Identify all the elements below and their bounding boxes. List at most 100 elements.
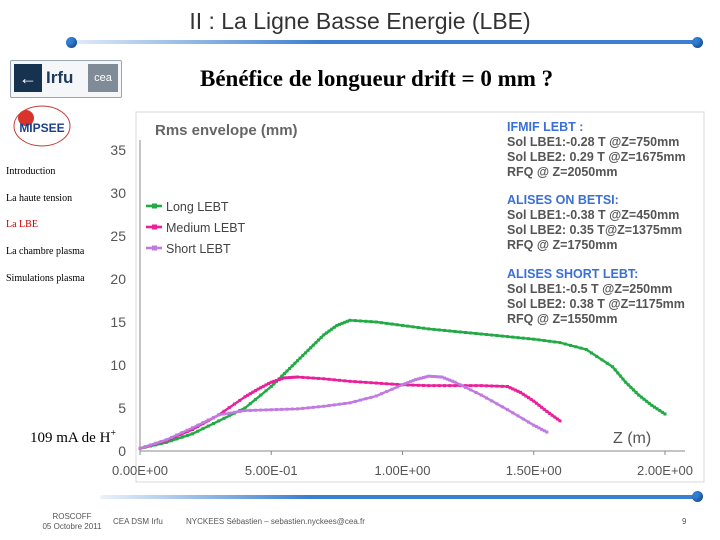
- info-block-line: Sol LBE1:-0.28 T @Z=750mm: [507, 135, 679, 149]
- data-point: [540, 405, 544, 409]
- data-point: [217, 413, 221, 417]
- data-point: [212, 415, 215, 419]
- data-point: [280, 377, 284, 381]
- data-point: [490, 384, 494, 388]
- data-point: [138, 446, 142, 450]
- data-point: [385, 382, 389, 386]
- data-point: [206, 418, 210, 422]
- data-point: [332, 325, 336, 329]
- data-point: [311, 376, 315, 380]
- data-point: [506, 385, 509, 388]
- footer-date: 05 Octobre 2011: [42, 522, 102, 531]
- data-point: [401, 323, 404, 327]
- data-point: [359, 398, 362, 402]
- data-point: [429, 374, 433, 378]
- data-point: [243, 409, 247, 413]
- data-point: [464, 330, 467, 334]
- data-point: [293, 375, 297, 379]
- data-point: [500, 334, 504, 338]
- data-point: [655, 407, 659, 411]
- data-point: [353, 380, 357, 384]
- data-point: [479, 384, 483, 388]
- data-point: [280, 374, 284, 378]
- data-point: [416, 383, 420, 387]
- bottom-right-dot-icon: [692, 491, 703, 502]
- data-point: [170, 439, 173, 443]
- data-point: [191, 428, 194, 431]
- nav-item-introduction[interactable]: Introduction: [6, 166, 56, 177]
- data-point: [584, 348, 588, 352]
- data-point: [185, 428, 189, 432]
- data-point: [540, 427, 544, 431]
- slide-title: II : La Ligne Basse Energie (LBE): [189, 8, 531, 34]
- cea-logo-text: cea: [88, 64, 118, 92]
- data-point: [301, 354, 305, 358]
- data-point: [427, 374, 431, 378]
- data-point: [369, 320, 373, 324]
- data-point: [637, 393, 641, 397]
- info-block-header: IFMIF LEBT :: [507, 120, 583, 134]
- data-point: [259, 386, 263, 390]
- data-point: [495, 402, 499, 406]
- x-axis-label: Z (m): [613, 430, 651, 447]
- data-point: [298, 356, 302, 360]
- data-point: [311, 405, 315, 409]
- y-tick-label: 0: [118, 443, 126, 459]
- data-point: [474, 332, 478, 336]
- data-point: [364, 397, 368, 401]
- info-block-line: Sol LBE2: 0.35 T@Z=1375mm: [507, 223, 682, 237]
- data-point: [322, 404, 326, 408]
- nav-item-simulations-plasma[interactable]: Simulations plasma: [6, 273, 85, 284]
- data-point: [432, 375, 436, 379]
- data-point: [448, 384, 452, 388]
- data-point: [474, 391, 478, 395]
- nav-item-haute-tension[interactable]: La haute tension: [6, 193, 73, 204]
- data-point: [490, 333, 494, 337]
- data-point: [288, 366, 292, 370]
- data-point: [590, 351, 593, 355]
- data-point: [395, 323, 399, 327]
- data-point: [563, 342, 567, 346]
- data-point: [293, 361, 297, 365]
- data-point: [414, 378, 418, 382]
- data-point: [296, 359, 299, 363]
- data-point: [296, 375, 299, 379]
- data-point: [506, 335, 509, 339]
- data-point: [222, 412, 226, 416]
- data-point: [248, 392, 252, 396]
- data-point: [201, 427, 205, 431]
- info-block-line: RFQ @ Z=1750mm: [507, 238, 618, 252]
- data-point: [432, 327, 436, 331]
- data-point: [390, 382, 394, 386]
- data-point: [424, 375, 428, 379]
- current-annotation-sup: +: [110, 428, 117, 439]
- data-point: [626, 383, 630, 387]
- data-point: [227, 406, 231, 410]
- data-point: [427, 384, 431, 388]
- data-point: [261, 384, 265, 388]
- data-point: [170, 435, 173, 439]
- data-point: [233, 402, 236, 406]
- data-point: [458, 383, 462, 387]
- data-point: [422, 383, 425, 387]
- current-annotation-text: 109 mA de H: [30, 430, 111, 446]
- data-point: [311, 343, 315, 347]
- data-point: [338, 402, 341, 406]
- nav-item-lbe[interactable]: La LBE: [6, 219, 38, 230]
- data-point: [453, 384, 457, 388]
- data-point: [222, 409, 226, 413]
- y-tick-label: 10: [110, 357, 126, 373]
- data-point: [306, 348, 310, 352]
- y-tick-label: 20: [110, 271, 126, 287]
- data-point: [149, 443, 152, 447]
- data-point: [569, 343, 572, 347]
- top-left-dot-icon: [66, 37, 77, 48]
- nav-item-chambre-plasma[interactable]: La chambre plasma: [6, 246, 85, 257]
- data-point: [227, 411, 231, 415]
- data-point: [422, 376, 425, 380]
- x-tick-label: 0.00E+00: [112, 463, 168, 478]
- data-point: [495, 334, 499, 338]
- data-point: [175, 437, 179, 441]
- data-point: [495, 384, 499, 388]
- data-point: [647, 401, 651, 405]
